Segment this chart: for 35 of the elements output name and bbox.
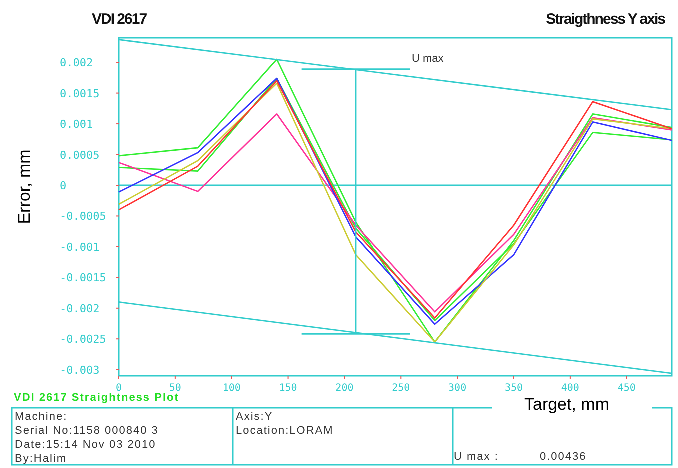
x-tick-label: 450 [618, 383, 636, 394]
text: Location:LORAM [236, 425, 334, 437]
text: Date:15:14 Nov 03 2010 [15, 439, 156, 451]
x-tick-label: 350 [504, 383, 524, 394]
y-tick-label: -0.0005 [60, 210, 106, 224]
x-tick-label: 150 [279, 383, 298, 394]
y-tick-label: -0.0025 [60, 333, 106, 346]
y-tick-label: -0.001 [60, 240, 100, 254]
y-tick-label: 0.001 [60, 118, 94, 132]
x-axis-title: Target, mm [524, 395, 610, 414]
x-tick-label: 250 [392, 383, 410, 394]
y-tick-label: 0.0015 [60, 87, 100, 100]
x-tick-label: 50 [169, 383, 182, 394]
x-tick-label: 200 [336, 383, 354, 394]
y-tick-label: 0.0005 [60, 148, 100, 162]
text: U max : [454, 451, 499, 463]
text: 0.00436 [540, 451, 587, 463]
x-tick-label: 100 [222, 383, 241, 394]
y-tick-label: 0.002 [60, 56, 94, 70]
text: Machine: [15, 411, 68, 423]
text: Serial No:1158 000840 3 [15, 425, 159, 437]
text: VDI 2617 Straightness Plot [14, 392, 180, 404]
x-tick-label: 400 [561, 383, 580, 394]
x-tick-label: 300 [448, 383, 467, 394]
y-tick-label: -0.0015 [60, 272, 106, 285]
y-tick-label: -0.002 [60, 302, 100, 316]
chart-subtitle: Straigthness Y axis [546, 11, 666, 28]
x-tick-label: 0 [116, 383, 122, 394]
y-tick-label: -0.003 [60, 364, 100, 377]
y-tick-label: 0 [60, 179, 67, 192]
text: By:Halim [15, 453, 68, 465]
y-axis-title: Error, mm [15, 150, 34, 224]
annotation: U max [412, 53, 444, 65]
chart-title: VDI 2617 [92, 11, 148, 28]
text: Axis:Y [236, 411, 274, 423]
